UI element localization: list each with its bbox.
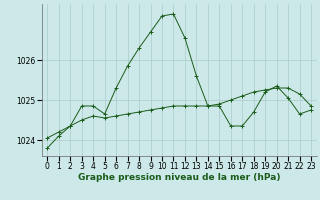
X-axis label: Graphe pression niveau de la mer (hPa): Graphe pression niveau de la mer (hPa) — [78, 173, 280, 182]
